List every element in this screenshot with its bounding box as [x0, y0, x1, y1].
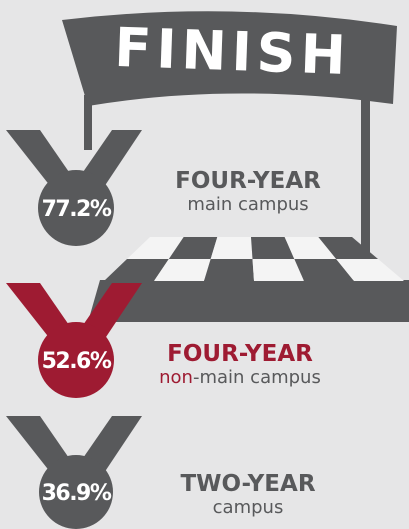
sublabel-prefix: non — [159, 367, 193, 388]
medal-value: 52.6% — [42, 349, 112, 374]
sublabel: non-main campus — [159, 367, 321, 388]
label: FOUR-YEAR — [175, 168, 321, 194]
floor-tile — [204, 259, 254, 281]
floor-tile — [211, 237, 253, 259]
medal-value: 36.9% — [42, 481, 112, 506]
label: TWO-YEAR — [180, 471, 315, 497]
sublabel-rest: -main campus — [193, 367, 321, 388]
sublabel: campus — [213, 497, 284, 518]
medal-value: 77.2% — [42, 197, 112, 222]
sublabel: main campus — [187, 194, 308, 215]
checkered-floor — [104, 237, 404, 281]
label: FOUR-YEAR — [167, 341, 313, 367]
banner-title: FINISH — [113, 16, 351, 87]
infographic: FINISH 77.2% FOUR-YEAR main campus 52.6%… — [0, 0, 409, 529]
